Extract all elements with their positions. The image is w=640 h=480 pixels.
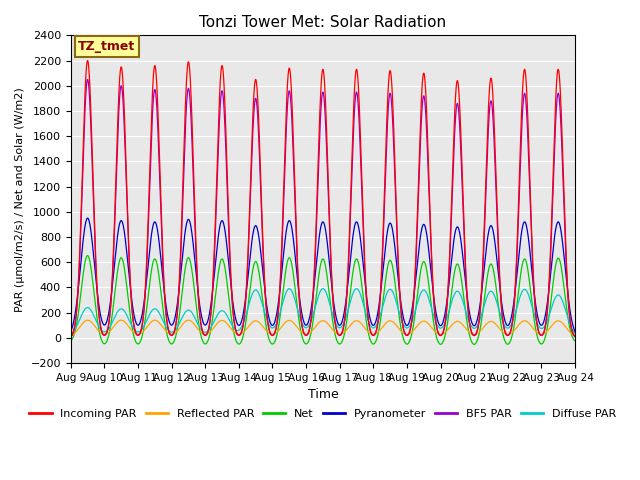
Title: Tonzi Tower Met: Solar Radiation: Tonzi Tower Met: Solar Radiation (199, 15, 447, 30)
Legend: Incoming PAR, Reflected PAR, Net, Pyranometer, BF5 PAR, Diffuse PAR: Incoming PAR, Reflected PAR, Net, Pyrano… (25, 404, 621, 423)
Y-axis label: PAR (μmol/m2/s) / Net and Solar (W/m2): PAR (μmol/m2/s) / Net and Solar (W/m2) (15, 87, 25, 312)
Text: TZ_tmet: TZ_tmet (78, 40, 136, 53)
X-axis label: Time: Time (307, 388, 339, 401)
